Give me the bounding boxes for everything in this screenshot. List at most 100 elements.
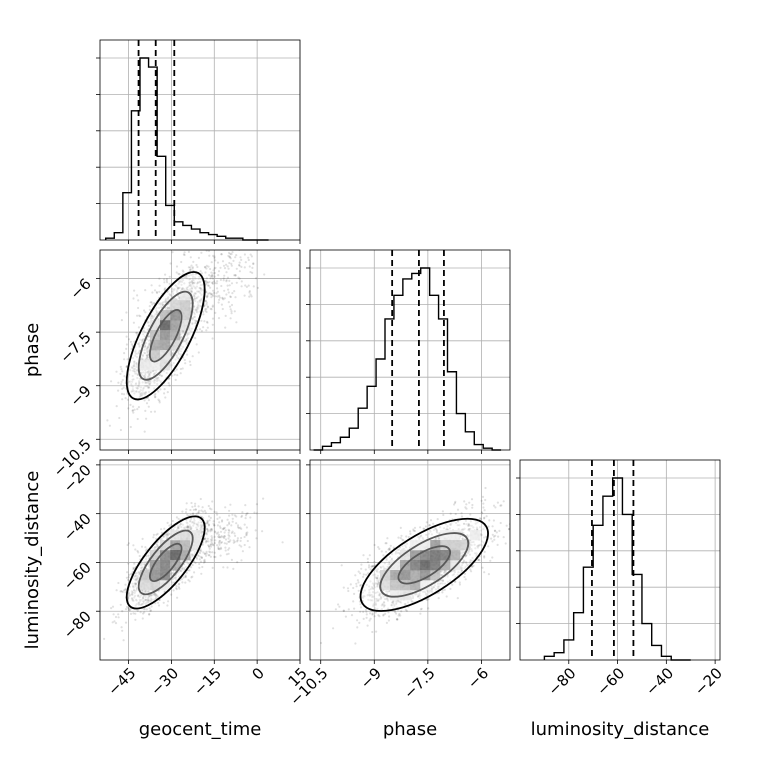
scatter-point	[127, 407, 130, 410]
scatter-point	[201, 565, 204, 569]
scatter-point	[193, 276, 196, 279]
scatter-point	[198, 328, 202, 331]
scatter-point	[211, 304, 214, 307]
scatter-point	[191, 266, 194, 269]
scatter-point	[202, 310, 205, 313]
histogram-panel-geocent_time	[96, 39, 301, 244]
density-cell	[150, 340, 161, 351]
scatter-point	[223, 289, 226, 292]
scatter-cloud	[103, 497, 284, 642]
scatter-point	[132, 568, 135, 571]
scatter-point	[161, 303, 164, 306]
scatter-point	[137, 343, 140, 346]
scatter-point	[228, 529, 231, 532]
scatter-point	[185, 288, 188, 291]
scatter-point	[208, 554, 211, 557]
density-cell	[180, 290, 191, 301]
scatter-point	[248, 265, 251, 268]
scatter-point	[147, 399, 150, 402]
scatter-point	[243, 543, 246, 547]
scatter-point	[228, 255, 231, 258]
scatter-point	[208, 519, 211, 522]
scatter-point	[236, 540, 239, 543]
scatter-point	[158, 306, 161, 309]
scatter-point	[160, 374, 164, 377]
scatter-point	[213, 542, 216, 545]
scatter-point	[119, 603, 122, 606]
scatter-point	[164, 298, 167, 302]
scatter-point	[138, 380, 141, 383]
scatter-point	[147, 324, 150, 327]
scatter-point	[210, 261, 213, 264]
scatter-point	[249, 293, 252, 296]
scatter-point	[175, 284, 178, 288]
scatter-point	[211, 317, 215, 320]
scatter-point	[148, 324, 151, 327]
scatter-point	[191, 279, 194, 282]
scatter-point	[238, 261, 241, 264]
scatter-point	[145, 354, 148, 357]
scatter-point	[138, 390, 141, 393]
scatter-point	[194, 508, 197, 511]
scatter-point	[139, 315, 142, 318]
scatter-point	[223, 267, 227, 270]
scatter-point	[136, 333, 139, 336]
scatter-point	[212, 289, 215, 292]
scatter-point	[204, 271, 207, 274]
scatter-point	[178, 273, 181, 276]
scatter-point	[454, 512, 457, 516]
scatter-point	[166, 532, 169, 535]
scatter-point	[248, 291, 251, 294]
scatter-point	[211, 500, 214, 503]
scatter-point	[197, 256, 200, 259]
scatter-point	[188, 569, 191, 572]
scatter-point	[155, 533, 158, 536]
scatter-point	[218, 541, 221, 545]
scatter-point	[145, 347, 148, 350]
scatter-point	[237, 527, 241, 530]
scatter-point	[169, 262, 172, 265]
scatter-point	[171, 288, 174, 291]
scatter-point	[191, 281, 194, 284]
scatter-point	[207, 515, 211, 518]
scatter-point	[175, 516, 178, 519]
scatter-point	[140, 373, 143, 376]
scatter-point	[152, 370, 155, 373]
scatter-point	[225, 263, 228, 266]
scatter-point	[240, 536, 243, 540]
scatter-point	[197, 295, 200, 298]
scatter-point	[141, 393, 144, 396]
scatter-point	[146, 356, 149, 359]
scatter-point	[190, 327, 193, 330]
scatter-point	[215, 282, 218, 285]
scatter-point	[146, 357, 149, 360]
scatter-point	[186, 277, 189, 280]
scatter-point	[193, 319, 196, 322]
scatter-point	[136, 387, 139, 390]
scatter-point	[231, 517, 234, 520]
density-cell	[170, 320, 181, 331]
scatter-point	[164, 396, 167, 399]
scatter-point	[126, 578, 130, 582]
scatter-point	[148, 594, 151, 597]
scatter-point	[156, 376, 159, 379]
scatter-point	[117, 381, 120, 384]
scatter-point	[190, 576, 193, 579]
scatter-point	[150, 315, 154, 318]
scatter-point	[197, 303, 200, 306]
scatter-point	[177, 357, 180, 360]
scatter-point	[130, 347, 133, 351]
scatter-point	[214, 266, 217, 269]
scatter-point	[241, 550, 244, 553]
scatter-point	[227, 251, 231, 254]
scatter-point	[158, 290, 161, 293]
scatter-point	[240, 514, 244, 517]
scatter-point	[230, 253, 233, 256]
scatter-point	[216, 295, 219, 298]
scatter-point	[147, 349, 150, 352]
scatter-point	[153, 394, 156, 397]
scatter-point	[188, 278, 191, 281]
scatter-point	[154, 313, 157, 316]
scatter-point	[211, 282, 215, 285]
scatter-point	[207, 504, 210, 508]
